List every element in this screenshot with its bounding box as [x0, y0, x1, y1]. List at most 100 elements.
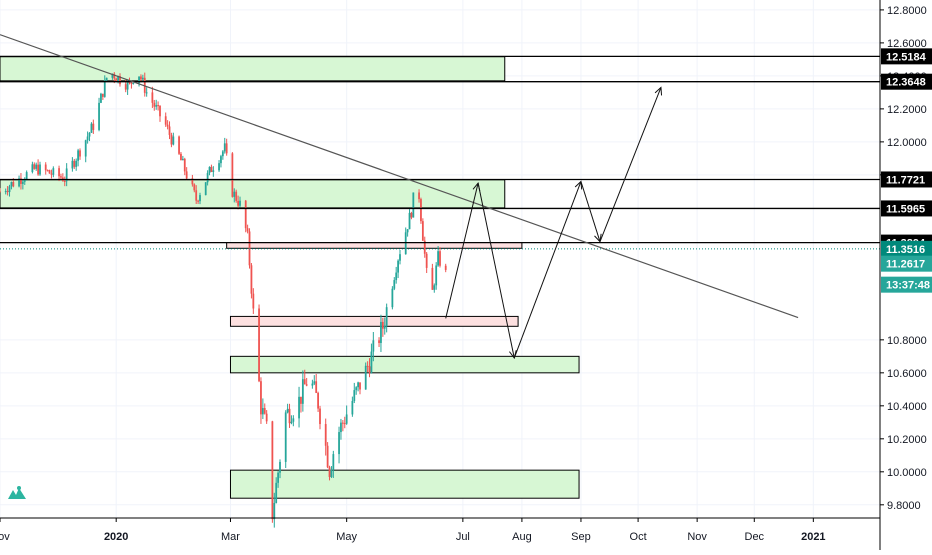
price-tick-label: 12.6000 [887, 38, 927, 50]
candle-body [204, 182, 207, 196]
candle-body [77, 150, 79, 161]
level-price-label-box [881, 200, 932, 217]
candle-body [92, 123, 95, 130]
candle-body [366, 365, 369, 367]
price-tick-label: 10.4000 [887, 401, 927, 413]
candle-body [393, 280, 396, 289]
time-tick-label: Oct [630, 531, 647, 543]
candle-body [181, 158, 184, 161]
candle-body [244, 200, 247, 229]
candle-body [101, 93, 104, 97]
time-tick-label: Mar [221, 531, 240, 543]
candle-body [423, 240, 426, 254]
bar-countdown-label: 13:37:48 [886, 280, 930, 292]
candle-body [364, 365, 367, 390]
projection-segment [445, 182, 479, 319]
candle-body [195, 190, 198, 201]
candle-body [37, 164, 39, 175]
candle-body [231, 153, 234, 197]
candle-body [340, 422, 342, 433]
candle-body [359, 382, 361, 390]
level-price-label: 12.5184 [886, 51, 927, 63]
candle-body [378, 340, 380, 343]
candle-body [168, 126, 171, 135]
time-tick-label: Nov [687, 531, 707, 543]
candle-body [260, 381, 262, 415]
candle-body [52, 168, 55, 175]
candle-body [435, 265, 438, 286]
candle-body [48, 170, 51, 174]
price-tick-label: 10.6000 [887, 368, 927, 380]
candle-body [233, 191, 236, 197]
level-price-label: 12.3648 [886, 77, 926, 89]
tradingview-logo-icon[interactable] [6, 484, 28, 502]
candle-body [271, 421, 274, 520]
candle-body [63, 180, 66, 182]
candle-body [437, 251, 439, 266]
projection-segment [599, 87, 662, 242]
candle-body [399, 254, 401, 261]
candle-body [220, 156, 222, 164]
candle-body [300, 396, 302, 404]
demand-zone [0, 179, 506, 209]
candle-body [58, 168, 60, 177]
candle-body [180, 153, 182, 161]
time-tick-label: May [336, 531, 357, 543]
candle-body [410, 212, 413, 218]
candle-body [90, 123, 93, 133]
candle-body [332, 454, 335, 470]
candle-body [172, 136, 175, 145]
bar-countdown-label-box [881, 276, 932, 293]
candle-body [46, 170, 49, 172]
level-price-label-box [881, 73, 932, 90]
candle-body [319, 408, 321, 425]
candle-body [223, 143, 226, 152]
candle-body [341, 422, 344, 424]
candle-body [326, 445, 329, 468]
candle-body [6, 191, 9, 193]
candle-body [199, 195, 201, 202]
candle-body [431, 267, 434, 290]
candle-body [246, 228, 249, 232]
candle-body [368, 366, 371, 373]
candle-body [353, 390, 356, 401]
candle-body [71, 160, 74, 169]
candle-body [397, 260, 399, 273]
candle-body [290, 421, 293, 424]
candle-body [355, 387, 358, 391]
candle-body [315, 381, 318, 393]
price-labels: 12.518412.364811.772111.596511.389411.35… [881, 48, 932, 293]
candle-body [183, 158, 186, 172]
candle-body [391, 288, 394, 308]
time-tick-label: Sep [571, 531, 591, 543]
candles [0, 72, 447, 528]
candle-body [0, 191, 1, 193]
candle-body [75, 160, 78, 167]
level-price-label-box [881, 171, 932, 188]
candle-body [288, 408, 291, 424]
price-tick-label: 12.2000 [887, 104, 927, 116]
projection-arrowhead [654, 86, 663, 96]
candle-body [18, 178, 20, 187]
candle-body [10, 181, 13, 187]
candle-body [145, 92, 148, 94]
candle-body [155, 105, 158, 107]
level-price-label-box [881, 48, 932, 65]
candle-body [206, 172, 209, 183]
candle-body [60, 176, 62, 178]
time-tick-label: Jul [456, 531, 470, 543]
candle-body [351, 400, 354, 415]
candle-body [252, 293, 255, 309]
candle-body [113, 73, 116, 79]
candle-body [239, 200, 241, 206]
candle-body [408, 212, 411, 230]
candle-body [130, 82, 133, 84]
zones [0, 56, 580, 499]
projection-segment [513, 181, 582, 359]
candle-body [324, 424, 327, 446]
candle-body [279, 461, 281, 473]
candle-body [79, 150, 81, 157]
candle-body [395, 272, 398, 281]
